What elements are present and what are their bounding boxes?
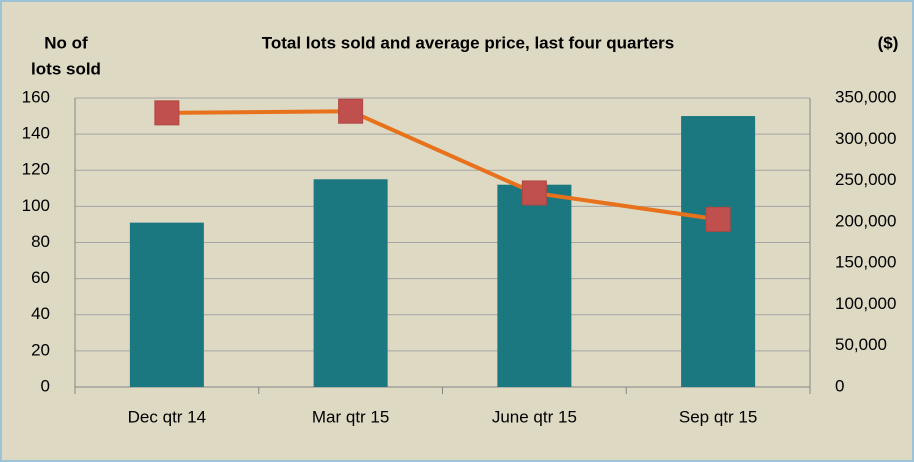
bar bbox=[313, 179, 388, 387]
y-tick-label: 40 bbox=[31, 304, 50, 323]
x-tick-label: Dec qtr 14 bbox=[128, 407, 206, 426]
y-tick-label: 60 bbox=[31, 268, 50, 287]
y-tick-label: 100 bbox=[22, 196, 50, 215]
chart-title: Total lots sold and average price, last … bbox=[262, 33, 675, 52]
line bbox=[166, 109, 719, 222]
y2-tick-label: 350,000 bbox=[835, 87, 896, 106]
y2-tick-label: 250,000 bbox=[835, 170, 896, 189]
marker bbox=[338, 98, 364, 124]
marker bbox=[705, 206, 731, 232]
y-tick-label: 140 bbox=[22, 124, 50, 143]
marker bbox=[154, 100, 180, 126]
x-tick-label: June qtr 15 bbox=[492, 407, 577, 426]
x-tick-label: Sep qtr 15 bbox=[679, 407, 757, 426]
y2-axis-label: ($) bbox=[878, 33, 899, 52]
y2-tick-label: 0 bbox=[835, 376, 844, 395]
y-tick-label: 160 bbox=[22, 87, 50, 106]
y2-tick-label: 100,000 bbox=[835, 294, 896, 313]
y2-tick-label: 200,000 bbox=[835, 211, 896, 230]
y2-tick-label: 50,000 bbox=[835, 335, 887, 354]
x-tick-label: Mar qtr 15 bbox=[312, 407, 389, 426]
marker bbox=[521, 180, 547, 206]
bar bbox=[129, 222, 204, 387]
y-axis-label: lots sold bbox=[31, 59, 101, 78]
y-tick-label: 20 bbox=[31, 340, 50, 359]
bar bbox=[497, 184, 572, 387]
y2-tick-label: 300,000 bbox=[835, 129, 896, 148]
y-tick-label: 0 bbox=[41, 376, 50, 395]
bar bbox=[681, 116, 756, 387]
y2-tick-label: 150,000 bbox=[835, 253, 896, 272]
y-axis-label: No of bbox=[44, 33, 88, 52]
y-tick-label: 120 bbox=[22, 160, 50, 179]
y-tick-label: 80 bbox=[31, 232, 50, 251]
